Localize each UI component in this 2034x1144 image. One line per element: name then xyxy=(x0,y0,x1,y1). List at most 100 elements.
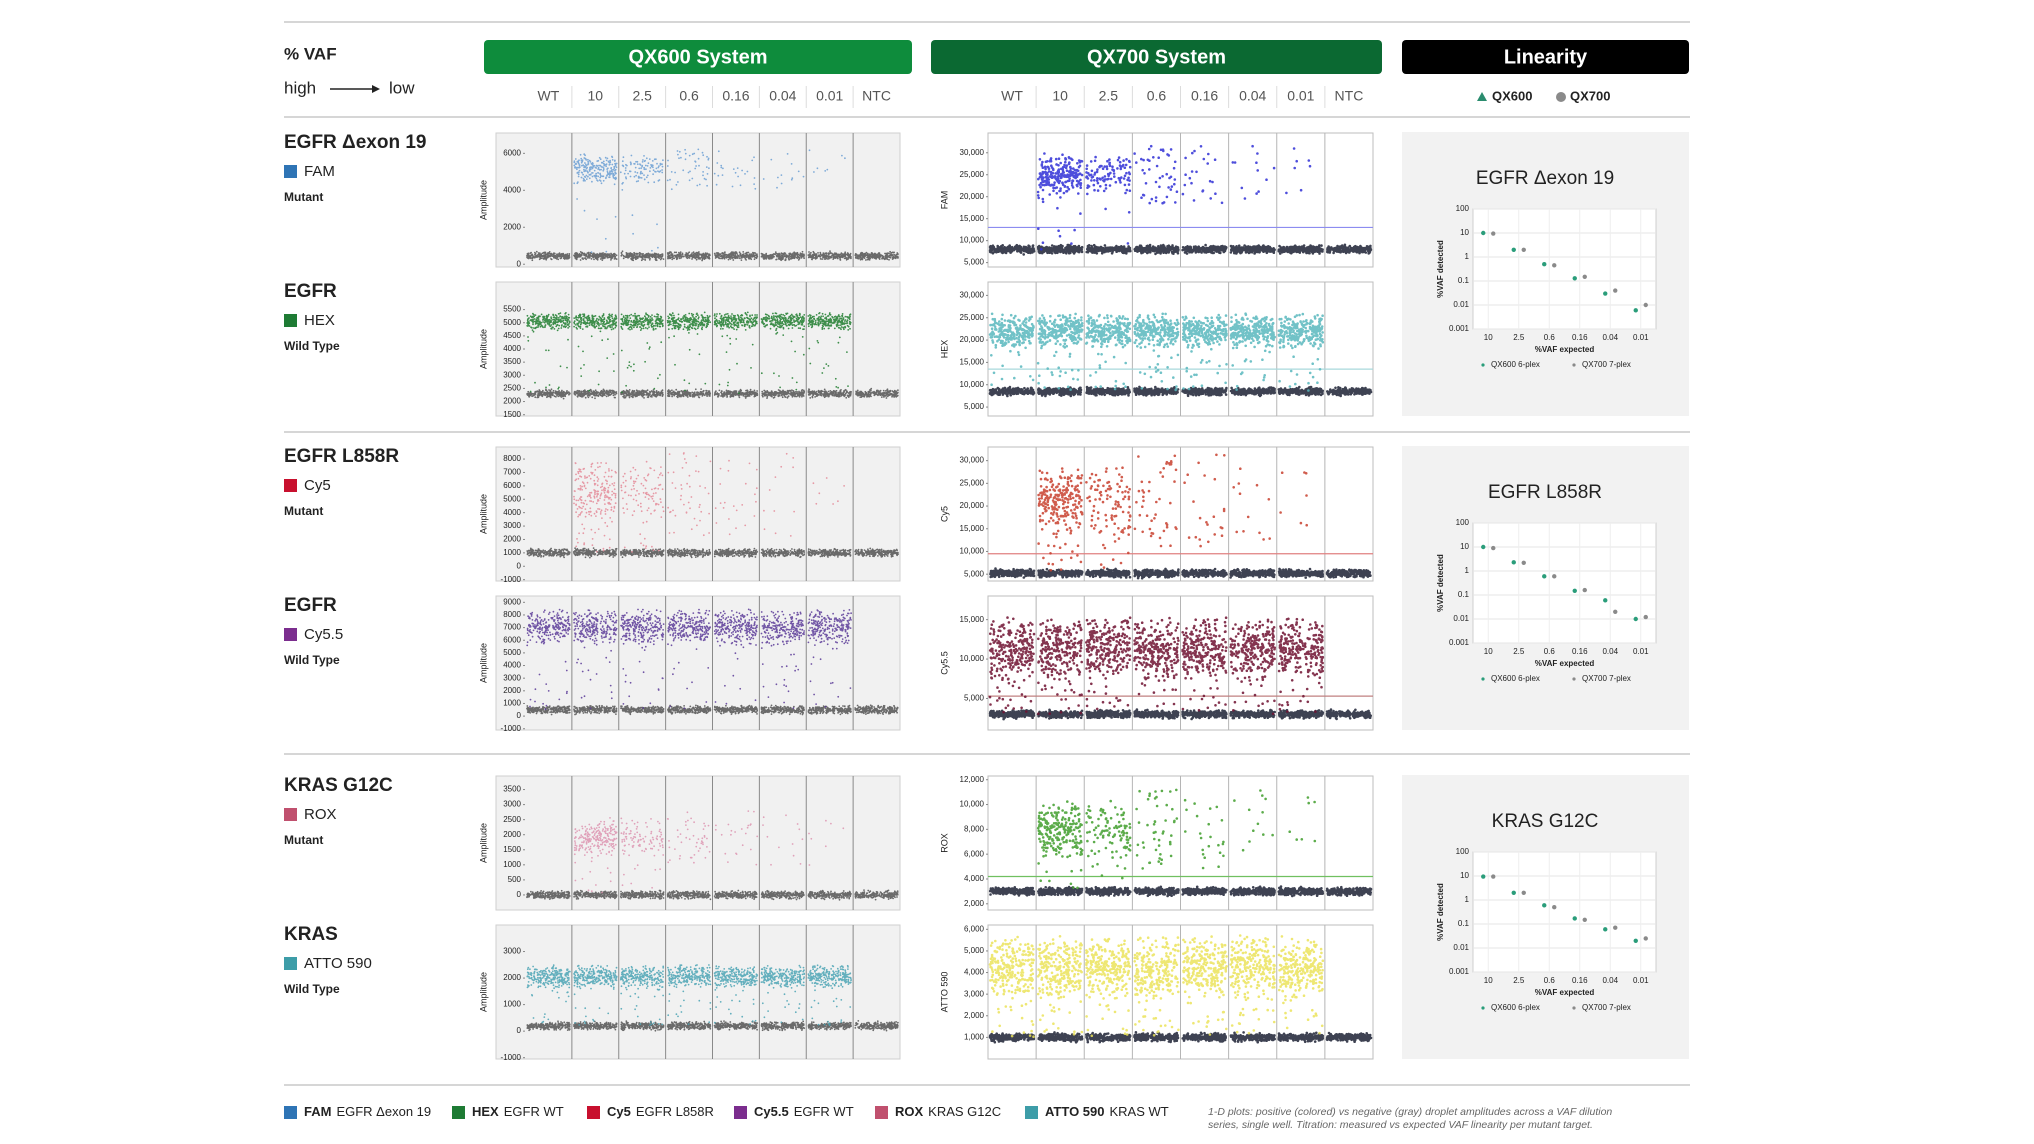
negative-droplets xyxy=(988,709,1036,721)
positive-droplets xyxy=(526,608,571,711)
y-tick-label: 4500 xyxy=(503,331,521,340)
positive-droplets xyxy=(1133,936,1180,1037)
data-point xyxy=(1582,587,1587,593)
well-label: 10 xyxy=(1052,88,1068,104)
data-point xyxy=(1572,276,1577,281)
positive-droplets xyxy=(1085,616,1132,711)
plot-bg xyxy=(495,775,901,911)
legend-marker xyxy=(1572,363,1576,367)
negative-droplets xyxy=(620,250,665,262)
footer-target: KRAS WT xyxy=(1109,1104,1168,1119)
y-tick-label: 2500 xyxy=(503,384,521,393)
negative-droplets xyxy=(1133,1031,1180,1044)
positive-droplets xyxy=(1133,312,1180,392)
droplet-plot: -1000 0 1000 2000 3000 Amplitude xyxy=(478,924,901,1062)
y-tick-label: 25,000 xyxy=(960,313,985,322)
legend-marker xyxy=(1481,363,1485,367)
data-point xyxy=(1491,231,1496,236)
positive-droplets xyxy=(573,964,618,1026)
well-label: 2.5 xyxy=(1099,88,1119,104)
target-type: Wild Type xyxy=(284,982,340,996)
positive-droplets xyxy=(1037,467,1084,572)
x-tick-label: 0.01 xyxy=(1633,647,1649,656)
negative-droplets xyxy=(855,387,899,399)
data-point xyxy=(1613,609,1618,614)
negative-droplets xyxy=(760,1020,806,1032)
positive-droplets xyxy=(573,462,617,553)
negative-droplets xyxy=(1085,885,1132,897)
negative-droplets xyxy=(526,547,571,559)
negative-droplets xyxy=(1037,1031,1084,1044)
positive-droplets xyxy=(713,608,758,705)
x-tick-label: 0.16 xyxy=(1572,976,1588,985)
target-type: Mutant xyxy=(284,833,323,847)
negative-droplets xyxy=(1326,243,1373,255)
negative-droplets xyxy=(1133,385,1180,397)
negative-droplets xyxy=(666,388,712,399)
data-point xyxy=(1582,274,1587,279)
positive-droplets xyxy=(808,149,846,173)
data-point xyxy=(1643,936,1648,941)
footer-target: EGFR L858R xyxy=(636,1104,714,1119)
data-point xyxy=(1582,917,1587,922)
positive-droplets xyxy=(1231,144,1276,200)
positive-droplets xyxy=(1182,935,1228,1036)
y-tick-label: 10,000 xyxy=(960,654,985,663)
y-tick-label: 100 xyxy=(1456,518,1470,527)
x-tick-label: 0.04 xyxy=(1602,647,1618,656)
system-title: Linearity xyxy=(1504,46,1588,68)
y-tick-label: 0.01 xyxy=(1453,300,1469,309)
negative-droplets xyxy=(666,547,712,559)
droplet-plot: 5,000 10,000 15,000 20,000 25,000 30,000 Cy5 xyxy=(939,446,1374,582)
x-axis-label: %VAF expected xyxy=(1535,988,1595,997)
legend-label: QX600 6-plex xyxy=(1491,1003,1540,1012)
positive-droplets xyxy=(667,452,712,537)
system-header xyxy=(1402,40,1689,74)
y-tick-label: 2000 xyxy=(503,397,521,406)
negative-droplets xyxy=(1229,1031,1277,1044)
positive-droplets xyxy=(619,965,665,1026)
positive-droplets xyxy=(1036,800,1084,890)
x-tick-label: 0.6 xyxy=(1544,976,1556,985)
positive-droplets xyxy=(1229,618,1277,716)
y-tick-label: 8000 xyxy=(503,610,521,619)
footer-swatch xyxy=(734,1106,747,1119)
footer-dye: ROX xyxy=(895,1104,924,1119)
droplet-plot: 5,000 10,000 15,000 20,000 25,000 30,000 FAM xyxy=(939,132,1374,268)
y-tick-label: 1000 xyxy=(503,699,521,708)
y-tick-label: 5000 xyxy=(503,648,521,657)
x-tick-label: 0.04 xyxy=(1602,333,1618,342)
y-tick-label: 10,000 xyxy=(960,236,985,245)
target-type: Mutant xyxy=(284,190,323,204)
x-tick-label: 2.5 xyxy=(1513,976,1525,985)
negative-droplets xyxy=(619,548,665,559)
negative-droplets xyxy=(1085,708,1132,720)
positive-droplets xyxy=(1036,152,1084,251)
positive-droplets xyxy=(526,312,571,393)
positive-droplets xyxy=(1279,471,1309,527)
positive-droplets xyxy=(1277,935,1325,1035)
y-tick-label: 0.001 xyxy=(1449,967,1470,976)
negative-droplets xyxy=(573,889,618,900)
y-tick-label: 5,000 xyxy=(964,694,985,703)
positive-droplets xyxy=(807,312,852,389)
y-tick-label: 7000 xyxy=(503,623,521,632)
negative-droplets xyxy=(807,250,852,261)
y-tick-label: 500 xyxy=(508,875,522,884)
well-label: WT xyxy=(538,88,560,104)
x-tick-label: 2.5 xyxy=(1513,647,1525,656)
dye-swatch xyxy=(284,314,297,327)
negative-droplets xyxy=(619,889,665,900)
positive-droplets xyxy=(714,459,758,536)
y-axis-label: HEX xyxy=(939,340,949,359)
dye-swatch xyxy=(284,479,297,492)
y-tick-label: 1500 xyxy=(503,410,521,419)
y-tick-label: 8,000 xyxy=(964,824,985,833)
target-name: EGFR Δexon 19 xyxy=(284,132,426,153)
negative-droplets xyxy=(1325,708,1373,721)
y-tick-label: 20,000 xyxy=(960,192,985,201)
positive-droplets xyxy=(1133,454,1178,548)
footer-swatch xyxy=(587,1106,600,1119)
system-title: QX700 System xyxy=(1087,46,1226,68)
footer-dye: HEX xyxy=(472,1104,499,1119)
